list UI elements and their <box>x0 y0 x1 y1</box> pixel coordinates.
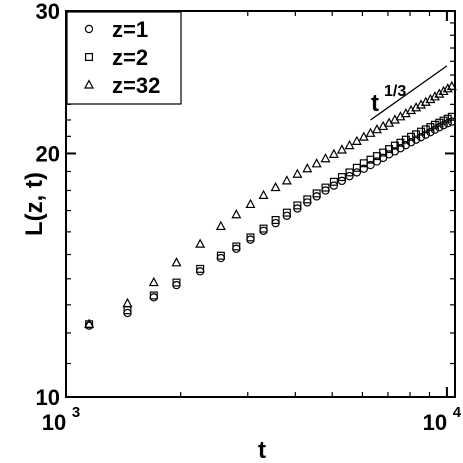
annotation-label: t <box>371 90 379 117</box>
data-point <box>195 267 205 276</box>
legend-marker <box>84 24 94 34</box>
data-point <box>434 88 445 98</box>
data-point <box>447 112 456 121</box>
data-point <box>406 138 416 147</box>
data-point <box>336 144 347 154</box>
data-point <box>258 189 269 199</box>
series-z=2 <box>85 112 456 329</box>
data-point <box>328 148 339 158</box>
data-point <box>439 116 448 125</box>
data-point <box>172 280 181 290</box>
x-axis-label: t <box>258 437 266 463</box>
data-point <box>329 177 338 186</box>
data-point <box>321 183 330 192</box>
data-point <box>352 168 362 177</box>
data-point <box>344 139 355 150</box>
data-series <box>84 80 457 330</box>
data-point <box>337 173 346 182</box>
series-z=32 <box>84 80 457 328</box>
data-point <box>282 208 291 217</box>
data-point <box>435 123 444 132</box>
data-point <box>311 158 322 168</box>
data-point <box>425 93 436 104</box>
data-point <box>246 235 255 244</box>
data-point <box>302 163 313 173</box>
data-point <box>416 99 427 109</box>
legend-label: z=2 <box>112 45 148 70</box>
data-point <box>430 120 439 129</box>
data-point <box>443 118 452 128</box>
data-point <box>172 278 181 287</box>
data-point <box>352 163 361 172</box>
data-point <box>426 127 435 137</box>
data-point <box>426 123 435 132</box>
data-point <box>215 220 226 231</box>
data-point <box>417 127 426 136</box>
data-point <box>232 242 241 251</box>
data-point <box>320 153 331 163</box>
data-point <box>292 168 303 178</box>
data-point <box>442 83 453 93</box>
slope-annotation: t 1/3 <box>370 65 448 121</box>
x-tick-exponent: 4 <box>453 404 462 421</box>
data-point <box>216 251 225 260</box>
data-point <box>123 308 132 318</box>
data-point <box>435 118 444 127</box>
data-point <box>171 257 182 267</box>
data-point <box>245 198 256 209</box>
data-point <box>259 224 268 233</box>
data-point <box>149 291 158 300</box>
data-point <box>430 125 440 134</box>
data-point <box>231 209 242 219</box>
data-point <box>271 215 280 224</box>
legend-label: z=1 <box>112 17 148 42</box>
annotation-exponent: 1/3 <box>384 83 406 100</box>
x-axis-ticks: 10 3 10 4 <box>42 11 462 435</box>
data-point <box>216 253 226 263</box>
x-tick-label: 10 <box>42 410 66 435</box>
data-point <box>246 233 255 242</box>
legend: z=1 z=2 z=32 <box>66 11 182 105</box>
data-point <box>149 293 158 302</box>
series-z=1 <box>84 117 457 330</box>
y-tick-label: 10 <box>36 385 60 410</box>
legend-marker <box>84 52 93 61</box>
data-point <box>232 244 241 253</box>
legend-marker <box>83 79 95 89</box>
data-point <box>446 80 457 91</box>
plot-frame <box>65 10 456 398</box>
data-point <box>122 297 133 308</box>
data-point <box>351 135 362 145</box>
data-point <box>293 201 302 210</box>
data-point <box>312 189 321 198</box>
data-point <box>429 91 440 101</box>
data-point <box>345 168 354 177</box>
data-point <box>281 175 292 185</box>
data-point <box>407 132 416 141</box>
data-point <box>443 114 452 123</box>
data-point <box>438 85 449 96</box>
data-point <box>421 125 430 134</box>
x-tick-label: 10 <box>423 410 447 435</box>
slope-line <box>370 65 448 121</box>
data-point <box>303 195 312 204</box>
x-tick-exponent: 3 <box>72 404 80 421</box>
y-tick-label: 20 <box>36 141 60 166</box>
data-point <box>270 181 281 192</box>
legend-label: z=32 <box>112 73 160 98</box>
data-point <box>378 153 388 163</box>
data-point <box>84 318 95 328</box>
data-point <box>412 130 421 139</box>
data-point <box>259 226 268 235</box>
data-point <box>196 264 205 273</box>
data-point <box>195 238 206 248</box>
data-point <box>148 276 159 287</box>
y-axis-label: L(z, t) <box>21 172 48 236</box>
y-tick-label: 30 <box>36 0 60 24</box>
data-point <box>439 120 448 130</box>
data-point <box>420 96 431 106</box>
